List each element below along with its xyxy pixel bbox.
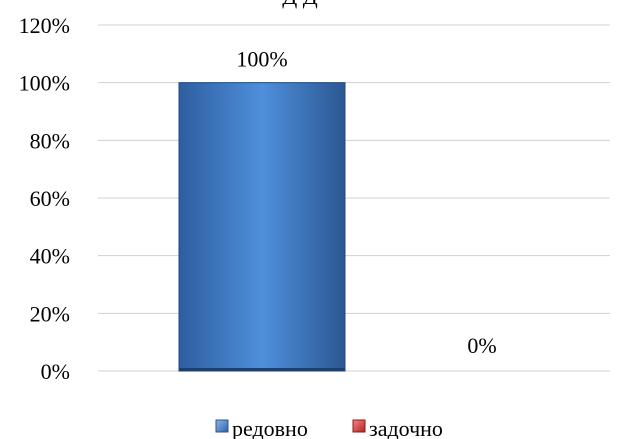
data-label: 100% [236,47,287,72]
bar-redovno [178,82,346,372]
legend-label-redovno: редовно [232,416,308,439]
y-tick-label: 80% [30,128,70,153]
gridlines [98,24,610,372]
data-labels: 100% 0% [236,47,496,358]
y-tick-label: 120% [19,13,70,38]
y-tick-label: 20% [30,301,70,326]
bar-shadow [179,368,345,371]
legend: редовно задочно [215,416,443,439]
y-tick-label: 40% [30,244,70,269]
y-tick-label: 100% [19,71,70,96]
y-axis-tick-labels: 0% 20% 40% 60% 80% 100% 120% [19,13,70,384]
bars [178,82,346,372]
legend-swatch-zadochno [352,419,366,433]
y-tick-label: 0% [41,359,70,384]
legend-swatch-redovno [215,419,229,433]
legend-label-zadochno: задочно [369,416,443,439]
y-tick-label: 60% [30,186,70,211]
chart-title-fragment: Д Д [282,0,318,9]
data-label: 0% [467,333,496,358]
